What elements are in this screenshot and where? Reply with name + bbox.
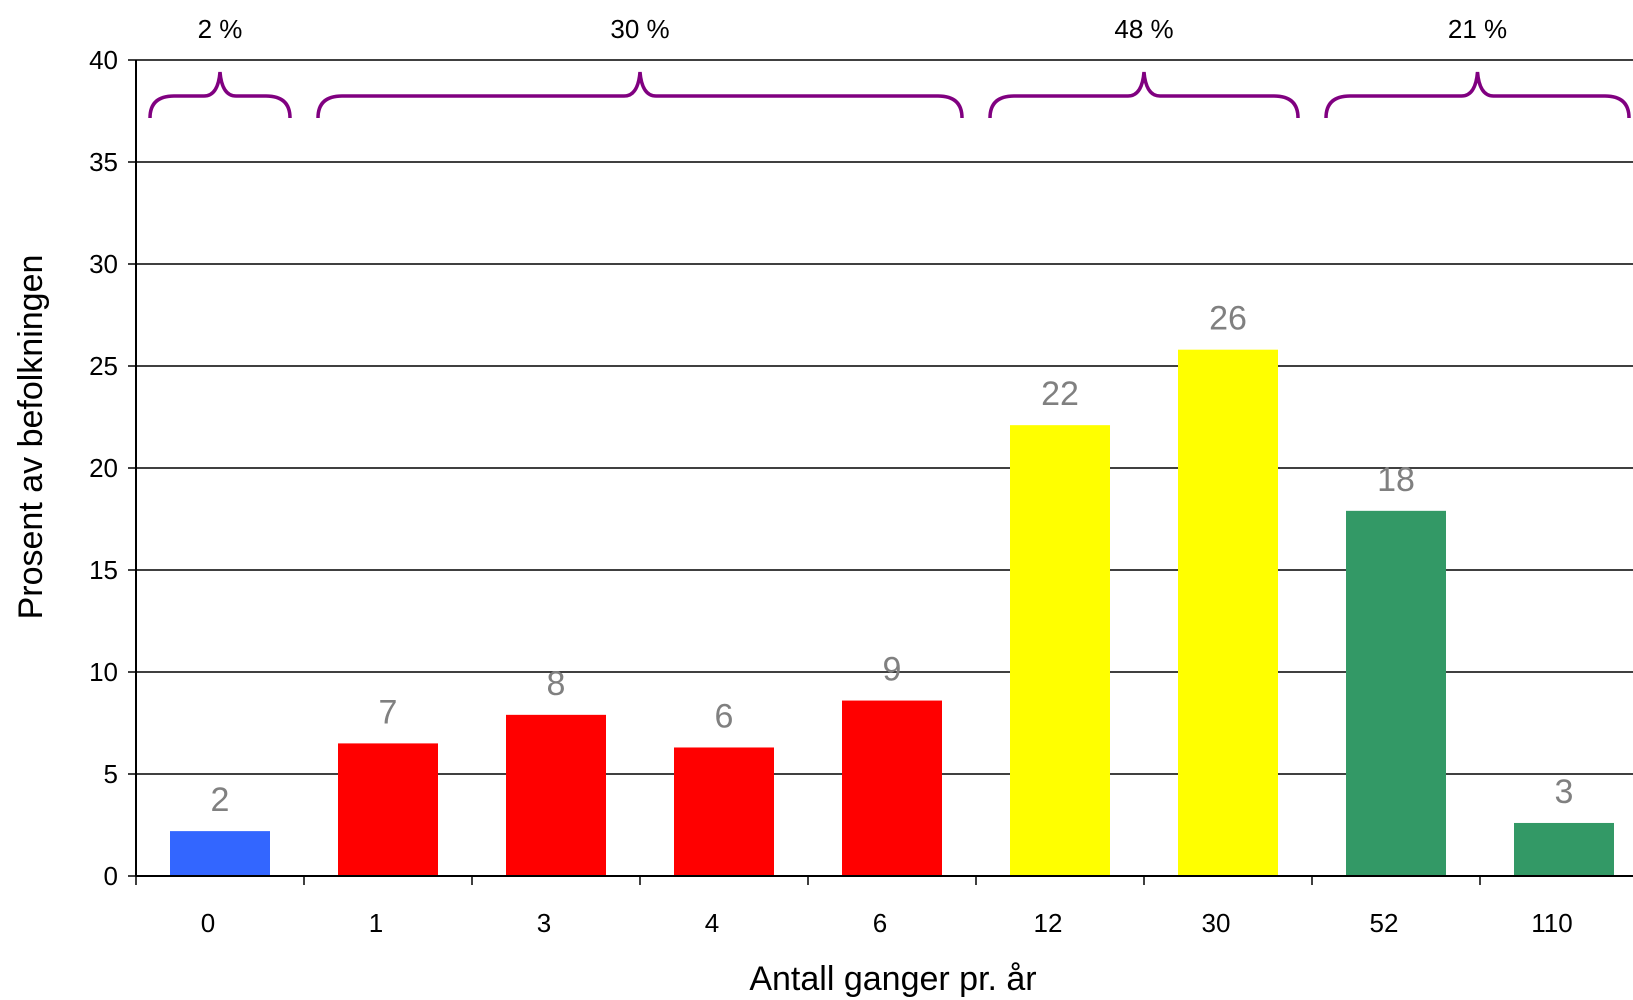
x-tick-label: 1 bbox=[369, 908, 383, 938]
y-tick-label: 5 bbox=[104, 759, 118, 789]
y-tick-label: 10 bbox=[89, 657, 118, 687]
bar bbox=[842, 700, 942, 876]
group-brace bbox=[148, 71, 292, 119]
x-tick-label: 0 bbox=[201, 908, 215, 938]
x-axis-title: Antall ganger pr. år bbox=[749, 960, 1036, 998]
group-label: 2 % bbox=[198, 14, 243, 44]
bar bbox=[1346, 510, 1446, 876]
data-label: 2 bbox=[211, 781, 230, 819]
y-tick-label: 20 bbox=[89, 453, 118, 483]
x-tick-label: 6 bbox=[873, 908, 887, 938]
x-tick-label: 30 bbox=[1202, 908, 1231, 938]
y-tick-label: 15 bbox=[89, 555, 118, 585]
y-tick-label: 0 bbox=[104, 861, 118, 891]
data-label: 3 bbox=[1555, 773, 1574, 811]
group-brace bbox=[1324, 71, 1631, 119]
data-label: 7 bbox=[379, 693, 398, 731]
axes bbox=[128, 59, 1633, 885]
x-tick-label: 110 bbox=[1531, 908, 1572, 938]
bars bbox=[170, 349, 1614, 876]
bar bbox=[1514, 822, 1614, 876]
x-tick-label: 12 bbox=[1034, 908, 1063, 938]
data-label: 6 bbox=[715, 697, 734, 735]
x-tick-label: 52 bbox=[1370, 908, 1399, 938]
x-tick-label: 3 bbox=[537, 908, 551, 938]
group-label: 30 % bbox=[610, 14, 669, 44]
data-label: 22 bbox=[1041, 375, 1079, 413]
data-label: 18 bbox=[1377, 461, 1415, 499]
bar bbox=[674, 747, 774, 876]
bar bbox=[338, 743, 438, 876]
group-label: 21 % bbox=[1448, 14, 1507, 44]
bar bbox=[1178, 349, 1278, 876]
y-tick-label: 30 bbox=[89, 249, 118, 279]
group-braces bbox=[148, 71, 1631, 119]
y-tick-label: 25 bbox=[89, 351, 118, 381]
group-brace bbox=[316, 71, 964, 119]
data-label: 8 bbox=[547, 665, 566, 703]
bar bbox=[170, 831, 270, 876]
gridlines bbox=[136, 59, 1633, 775]
group-label: 48 % bbox=[1114, 14, 1173, 44]
y-axis-title: Prosent av befolkningen bbox=[12, 255, 50, 620]
bar bbox=[506, 714, 606, 876]
data-label: 9 bbox=[883, 651, 902, 689]
labels: 0 5 10 15 20 25 30 35 40 0 2 1 7 3 8 4 6 6 9 12 22 30 26 52 18 11… bbox=[89, 14, 1573, 938]
group-brace bbox=[988, 71, 1300, 119]
bar bbox=[1010, 425, 1110, 876]
x-tick-label: 4 bbox=[705, 908, 719, 938]
data-label: 26 bbox=[1209, 300, 1247, 338]
y-tick-label: 40 bbox=[89, 45, 118, 75]
y-tick-label: 35 bbox=[89, 147, 118, 177]
